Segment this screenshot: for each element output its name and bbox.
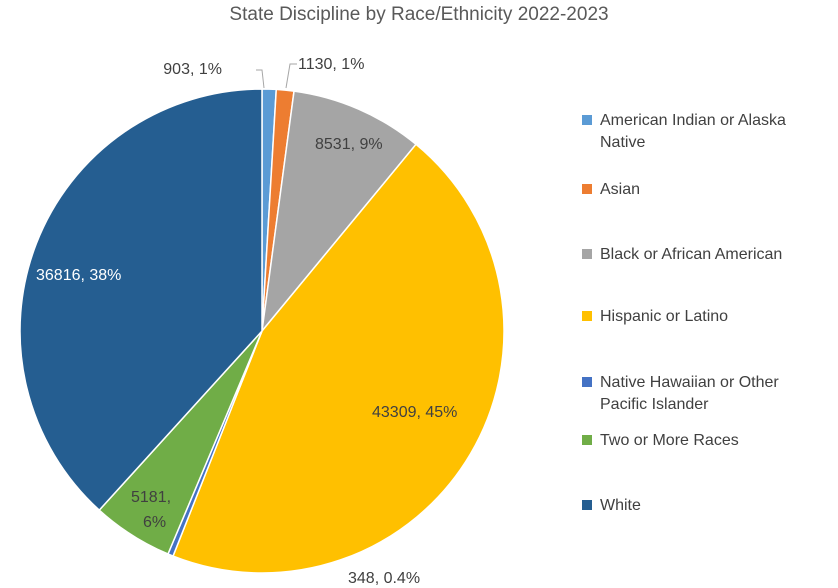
data-label: 5181, 6% bbox=[131, 489, 171, 531]
legend-swatch bbox=[582, 500, 592, 510]
legend-item: Black or African American bbox=[582, 244, 828, 266]
pie-slice bbox=[260, 90, 418, 334]
legend-item: White bbox=[582, 495, 828, 517]
legend-swatch bbox=[582, 115, 592, 125]
legend-item: American Indian or Alaska Native bbox=[582, 110, 828, 154]
label-leader-line bbox=[256, 69, 265, 89]
legend-label: Two or More Races bbox=[600, 432, 739, 449]
pie-slice bbox=[172, 143, 505, 574]
legend-label: Asian bbox=[600, 181, 641, 198]
legend-swatch bbox=[582, 249, 592, 259]
legend-label: White bbox=[600, 497, 641, 514]
data-label: 903, 1% bbox=[163, 61, 222, 78]
legend-item: Asian bbox=[582, 179, 828, 201]
legend-swatch bbox=[582, 377, 592, 387]
legend-item: Two or More Races bbox=[582, 430, 828, 452]
data-label: 1130, 1% bbox=[298, 56, 364, 73]
legend-label: Black or African American bbox=[600, 246, 783, 263]
legend-swatch bbox=[582, 435, 592, 445]
legend-item: Native Hawaiian or Other Pacific Islande… bbox=[582, 372, 828, 416]
data-label: 348, 0.4% bbox=[348, 570, 420, 587]
legend-item: Hispanic or Latino bbox=[582, 306, 828, 328]
pie-slice bbox=[19, 88, 263, 512]
legend-label: Hispanic or Latino bbox=[600, 308, 729, 325]
legend-label: American Indian or Alaska Native bbox=[600, 112, 786, 151]
data-label: 43309, 45% bbox=[372, 404, 457, 421]
legend-swatch bbox=[582, 311, 592, 321]
data-label: 36816, 38% bbox=[36, 267, 121, 284]
legend-label: Native Hawaiian or Other Pacific Islande… bbox=[600, 374, 779, 413]
chart-title: State Discipline by Race/Ethnicity 2022-… bbox=[229, 4, 609, 25]
data-label: 8531, 9% bbox=[315, 136, 383, 153]
label-leader-line bbox=[285, 63, 297, 89]
legend-swatch bbox=[582, 184, 592, 194]
